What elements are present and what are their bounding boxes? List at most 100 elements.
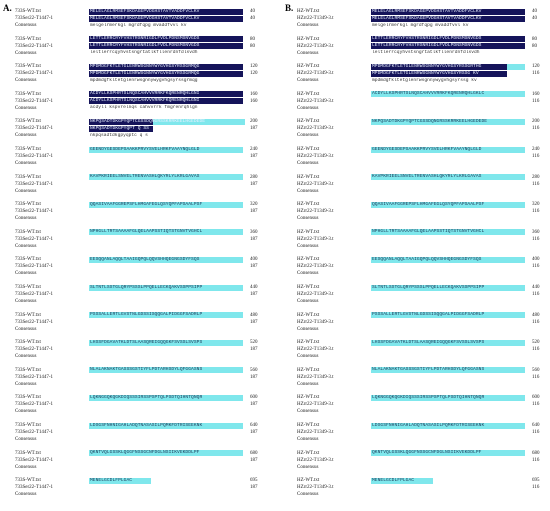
sequence-names: 733S-WT.txt 733Ser22-T1447-1 Consensus (15, 91, 87, 112)
sequence-name: HZ-WT.txt (297, 312, 320, 318)
sequence-names: 733S-WT.txt 733Ser22-T1447-1 Consensus (15, 174, 87, 195)
position-number: 80 (532, 43, 537, 49)
alignment-block: 733S-WT.txt 733Ser22-T1447-1 Consensus QQAS… (0, 201, 270, 235)
sequence-1: MPDMDGFKTLETGLENRWSGNNYWYGVHGSYRSSGRTHG (372, 63, 482, 69)
sequence-names: 733S-WT.txt 733Ser22-T1447-1 Consensus (15, 256, 87, 277)
sequence-names: HZ-WT.txt HZrr22-T1349-3.t Consensus (297, 477, 369, 498)
sequence-name: 733Ser22-T1447-1 (15, 430, 54, 435)
sequence-highlight (371, 63, 507, 70)
sequence-names: 733S-WT.txt 733Ser22-T1447-1 Consensus (15, 284, 87, 305)
sequence-name: 733Ser22-T1447-1 (15, 457, 54, 463)
sequence-names: 733S-WT.txt 733Ser22-T1447-1 Consensus (15, 394, 87, 415)
sequence-highlight (371, 8, 525, 15)
sequence-highlight (89, 8, 243, 15)
sequence-names: HZ-WT.txt HZrr22-T1349-3.t Consensus (297, 91, 369, 112)
sequence-1: PSSSALLERTLGVSTNLGDSSISQQGALPIDGGFSADRLP (372, 312, 485, 318)
sequence-1: LDSGSFNHNIGAHLADQTNASASILPQMKFDTRISEEKNK (90, 422, 203, 428)
sequence-names: 733S-WT.txt 733Ser22-T1447-1 Consensus (15, 36, 87, 57)
sequence-highlight (89, 118, 153, 125)
position-number: 116 (532, 236, 540, 242)
position-number: 120 (250, 64, 258, 70)
panel-b: B. HZ-WT.txt HZrr22-T1349-3.t Consensus MEL… (282, 0, 550, 509)
position-number: 280 (250, 174, 258, 180)
alignment-block: HZ-WT.txt HZrr22-T1349-3.t Consensus MPDMDG… (282, 63, 550, 97)
position-number: 400 (250, 257, 258, 263)
sequence-highlight (371, 43, 525, 50)
position-number: 187 (250, 347, 258, 353)
sequence-names: 733S-WT.txt 733Ser22-T1447-1 Consensus (15, 450, 87, 471)
sequence-name: 733Ser22-T1447-1 (15, 16, 54, 21)
position-numbers: 400 116 (532, 256, 550, 270)
sequence-name: Consensus (15, 78, 37, 84)
position-number: 480 (532, 312, 540, 318)
position-number: 600 (250, 395, 258, 401)
sequence-name: HZrr22-T1349-3.t (297, 457, 334, 463)
sequence-1: QKNTVQLGSSKLQGGFNSSGCNFDGLNSIIKVEKDDLPF (372, 450, 482, 456)
sequence-name: 733S-WT.txt (15, 174, 41, 180)
sequence-name: HZ-WT.txt (297, 9, 320, 14)
position-numbers: 120 116 (532, 63, 550, 77)
position-number: 116 (532, 181, 540, 187)
sequence-highlight (89, 201, 243, 208)
sequence-highlight (371, 284, 525, 291)
position-number: 116 (532, 209, 540, 215)
sequence-1: QQASIVAAFGGREPSFLHMGAFEGLQSYQPFAPSAALPSF (372, 201, 485, 207)
position-numbers: 240 116 (532, 146, 550, 160)
sequence-highlight (371, 229, 525, 236)
sequence-1: SLTNTLSSTGLQRYPSSSLPPQELLECKQAKVSSPPSIPP (90, 284, 203, 290)
position-numbers: 520 187 (250, 339, 270, 353)
sequence-name: HZrr22-T1349-3.t (297, 181, 334, 187)
position-number: 187 (250, 374, 258, 380)
sequence-highlight (507, 63, 525, 70)
sequence-name: HZ-WT.txt (297, 478, 320, 484)
sequence-name: 733S-WT.txt (15, 340, 41, 346)
sequence-1: PSSSALLERTLGVSTNLGDSSISQQGALPIDGGFSADRLP (90, 312, 203, 318)
sequence-highlight (371, 339, 525, 346)
position-number: 240 (532, 147, 540, 152)
sequence-names: HZ-WT.txt HZrr22-T1349-3.t Consensus (297, 394, 369, 415)
alignment-block: 733S-WT.txt 733Ser22-T1447-1 Consensus PSSS… (0, 312, 270, 346)
position-number: 520 (532, 340, 540, 346)
position-number: 116 (532, 292, 540, 297)
position-number: 600 (532, 395, 540, 401)
sequence-1: NPHGLLTRTSAAAAFGLQELAAPSSTIQTSTGNVTVGHCL (372, 229, 485, 235)
position-number: 440 (250, 285, 258, 290)
sequence-name: Consensus (15, 50, 37, 56)
sequence-name: 733Ser22-T1447-1 (15, 347, 54, 353)
sequence-name: 733Ser22-T1447-1 (15, 43, 54, 49)
position-number: 187 (250, 236, 258, 242)
sequence-name: Consensus (297, 188, 319, 194)
sequence-1: MPDMDGFKTLETGLENRWSGNNYWYGVHGSYRSSGRMQG (90, 63, 200, 69)
position-number: 187 (250, 209, 258, 215)
sequence-1: LQKNGGQKQGKDIQSSSIRSSPSPTQLPSDTQIHNTQNQR (372, 394, 485, 400)
sequence-1: NLALAKNAKTGASSSGSTIYFLPDTARHSDYLQFGGASNS (90, 367, 203, 373)
sequence-2: LETTLERRCRYFVHSTRSNRIGDLFVDLPDNSMSNVGDS (372, 43, 482, 49)
position-number: 40 (250, 9, 255, 14)
position-numbers: 280 187 (250, 174, 270, 188)
position-number: 320 (250, 202, 258, 208)
sequence-name: Consensus (297, 78, 319, 84)
position-numbers: 695 116 (532, 477, 550, 491)
sequence-name: Consensus (15, 381, 37, 387)
consensus-sequence: mpdmdgfkltetglenrwsgnnywygvhgsyrssg kv (372, 77, 477, 83)
sequence-name: 733Ser22-T1447-1 (15, 292, 54, 297)
sequence-name: Consensus (297, 243, 319, 249)
sequence-names: HZ-WT.txt HZrr22-T1349-3.t Consensus (297, 367, 369, 388)
position-number: 116 (532, 154, 540, 159)
sequence-name: 733Ser22-T1447-1 (15, 374, 54, 380)
sequence-name: Consensus (297, 133, 319, 139)
position-numbers: 200 187 (250, 118, 270, 132)
position-number: 160 (532, 91, 540, 97)
alignment-block: 733S-WT.txt 733Ser22-T1447-1 Consensus LETT… (0, 36, 270, 70)
position-number: 695 (250, 478, 258, 484)
sequence-name: Consensus (297, 354, 319, 360)
consensus-sequence: leltlerrcqyhvstsngrtatlkfllenrdnfdlsvdh (372, 50, 480, 56)
sequence-highlight (371, 367, 525, 374)
sequence-name: 733S-WT.txt (15, 64, 41, 70)
alignment-block: 733S-WT.txt 733Ser22-T1447-1 Consensus ACDY… (0, 91, 270, 125)
sequence-name: HZ-WT.txt (297, 340, 320, 346)
sequence-names: HZ-WT.txt HZrr22-T1349-3.t Consensus (297, 118, 369, 139)
alignment-block: 733S-WT.txt 733Ser22-T1447-1 Consensus NPHG… (0, 229, 270, 263)
consensus-sequence: leltlerrcqyhvstsngrtatlkfllenrdnfdlsvdh (90, 50, 198, 56)
sequence-highlight (371, 36, 525, 43)
